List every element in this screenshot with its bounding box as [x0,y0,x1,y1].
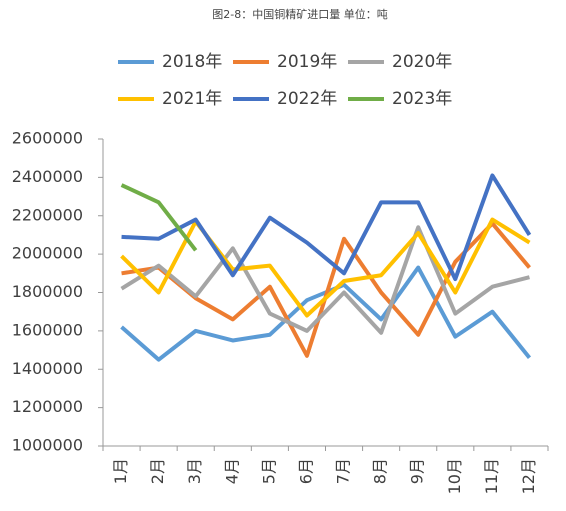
y-tick-label: 1000000 [12,436,83,455]
x-tick-label: 6月 [296,458,315,484]
series-line [120,183,198,252]
y-tick-label: 1600000 [12,320,83,339]
x-tick-label: 4月 [222,458,241,484]
x-tick-label: 3月 [185,458,204,484]
x-tick-label: 8月 [371,458,390,484]
chart-title: 图2-8：中国铜精矿进口量 单位：吨 [212,7,387,21]
y-tick-label: 2200000 [12,205,83,224]
x-tick-label: 10月 [445,458,464,494]
y-tick-label: 2000000 [12,244,83,263]
legend-label: 2022年 [277,89,337,109]
legend-label: 2021年 [162,89,222,109]
series-line [120,217,531,318]
y-tick-label: 2600000 [12,129,83,148]
x-tick-label: 12月 [519,458,538,494]
y-tick-label: 1200000 [12,397,83,416]
series-line [121,173,532,282]
legend-label: 2023年 [392,89,452,109]
x-tick-label: 1月 [111,458,130,484]
x-tick-label: 7月 [334,458,353,484]
y-tick-label: 2400000 [12,167,83,186]
x-tick-label: 2月 [148,458,167,484]
y-tick-label: 1400000 [12,359,83,378]
x-tick-label: 9月 [408,458,427,484]
y-tick-label: 1800000 [12,282,83,301]
x-tick-label: 11月 [482,458,501,494]
series-line [120,225,530,335]
x-tick-label: 5月 [259,458,278,484]
legend-label: 2019年 [277,52,337,72]
legend-label: 2018年 [162,52,222,72]
legend-label: 2020年 [392,52,452,72]
